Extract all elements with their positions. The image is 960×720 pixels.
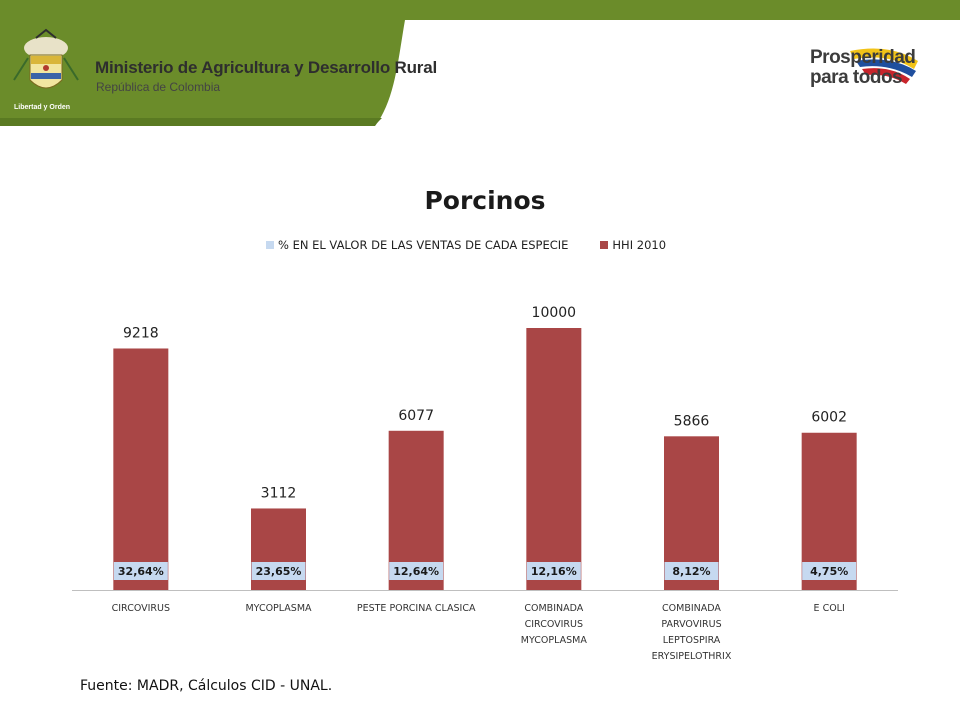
- data-label-hhi: 3112: [261, 485, 297, 501]
- data-label-hhi: 5866: [674, 413, 710, 429]
- category-label: PESTE PORCINA CLASICA: [357, 603, 476, 614]
- header-band: [0, 0, 960, 126]
- coat-of-arms-icon: [13, 28, 79, 89]
- bar-share: [389, 562, 444, 580]
- legend-item-share: % EN EL VALOR DE LAS VENTAS DE CADA ESPE…: [266, 238, 568, 252]
- data-label-share: 32,64%: [118, 565, 164, 578]
- data-label-hhi: 9218: [123, 325, 159, 341]
- bar-share: [251, 562, 306, 580]
- legend-label-share: % EN EL VALOR DE LAS VENTAS DE CADA ESPE…: [278, 238, 569, 252]
- category-label: CIRCOVIRUS: [525, 619, 583, 630]
- ministry-name: Ministerio de Agricultura y Desarrollo R…: [95, 58, 437, 77]
- category-label: LEPTOSPIRA: [663, 635, 721, 646]
- ministry-subtitle: República de Colombia: [96, 80, 221, 94]
- prosperidad-logo: Prosperidad para todos: [810, 47, 920, 107]
- data-label-hhi: 6002: [811, 410, 847, 426]
- category-label: ERYSIPELOTHRIX: [652, 651, 732, 662]
- legend-item-hhi: HHI 2010: [600, 238, 666, 252]
- legend-swatch-share: [266, 241, 274, 249]
- header-banner: Libertad y Orden Ministerio de Agricultu…: [0, 0, 960, 126]
- chart-title: Porcinos: [424, 186, 546, 215]
- bar-share: [113, 562, 168, 580]
- category-label: PARVOVIRUS: [661, 619, 721, 630]
- logo-line-1: Prosperidad: [810, 47, 916, 68]
- category-label: MYCOPLASMA: [245, 603, 312, 614]
- legend-label-hhi: HHI 2010: [612, 238, 667, 252]
- data-label-share: 12,16%: [531, 565, 577, 578]
- data-label-hhi: 10000: [532, 305, 577, 321]
- logo-line-2: para todos: [810, 67, 903, 88]
- bar-share: [802, 562, 857, 580]
- category-label: COMBINADA: [662, 603, 721, 614]
- logo-swoosh-icon: [850, 48, 918, 84]
- bar-hhi: [526, 328, 582, 590]
- data-label-share: 4,75%: [810, 565, 848, 578]
- data-label-share: 8,12%: [672, 565, 710, 578]
- crest-caption: Libertad y Orden: [14, 104, 71, 111]
- bar-hhi: [113, 348, 169, 590]
- chart-legend: % EN EL VALOR DE LAS VENTAS DE CADA ESPE…: [266, 238, 698, 252]
- category-label: MYCOPLASMA: [521, 635, 588, 646]
- category-label: CIRCOVIRUS: [112, 603, 170, 614]
- category-label: COMBINADA: [524, 603, 583, 614]
- data-label-share: 23,65%: [256, 565, 302, 578]
- bar-share: [526, 562, 581, 580]
- category-label: E COLI: [814, 603, 845, 614]
- legend-swatch-hhi: [600, 241, 609, 249]
- bar-share: [664, 562, 719, 580]
- data-label-share: 12,64%: [393, 565, 439, 578]
- data-label-hhi: 6077: [398, 408, 434, 424]
- source-note: Fuente: MADR, Cálculos CID - UNAL.: [80, 678, 333, 694]
